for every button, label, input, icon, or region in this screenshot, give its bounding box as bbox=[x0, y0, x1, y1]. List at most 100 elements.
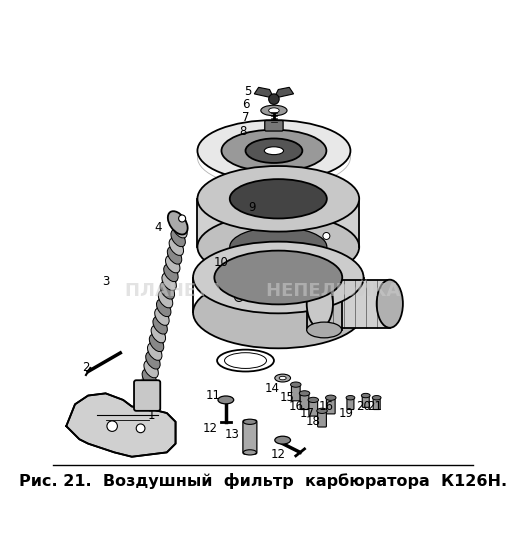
Text: 18: 18 bbox=[306, 415, 321, 428]
Text: 9: 9 bbox=[248, 201, 256, 214]
Text: 13: 13 bbox=[225, 428, 240, 441]
FancyBboxPatch shape bbox=[307, 293, 342, 330]
Ellipse shape bbox=[308, 397, 319, 402]
Circle shape bbox=[136, 424, 145, 433]
Ellipse shape bbox=[168, 211, 188, 235]
Ellipse shape bbox=[169, 238, 184, 255]
Ellipse shape bbox=[261, 105, 287, 116]
Ellipse shape bbox=[215, 251, 342, 304]
Text: 11: 11 bbox=[205, 389, 220, 402]
FancyBboxPatch shape bbox=[197, 199, 359, 247]
Ellipse shape bbox=[197, 214, 359, 280]
Ellipse shape bbox=[246, 139, 302, 163]
Circle shape bbox=[265, 293, 274, 301]
Ellipse shape bbox=[221, 130, 327, 171]
Text: 19: 19 bbox=[339, 406, 353, 420]
Ellipse shape bbox=[230, 227, 327, 266]
Ellipse shape bbox=[166, 256, 180, 273]
Circle shape bbox=[179, 215, 186, 222]
Text: 20: 20 bbox=[356, 400, 371, 413]
Text: 21: 21 bbox=[367, 400, 382, 413]
Polygon shape bbox=[274, 87, 294, 98]
Ellipse shape bbox=[155, 309, 169, 325]
Ellipse shape bbox=[218, 396, 234, 404]
Ellipse shape bbox=[299, 391, 310, 396]
Ellipse shape bbox=[146, 352, 160, 369]
Text: 8: 8 bbox=[240, 124, 247, 138]
Ellipse shape bbox=[372, 396, 381, 400]
Ellipse shape bbox=[230, 179, 327, 219]
FancyBboxPatch shape bbox=[318, 412, 327, 427]
Ellipse shape bbox=[326, 395, 336, 400]
Ellipse shape bbox=[317, 408, 327, 413]
Ellipse shape bbox=[244, 450, 257, 455]
FancyBboxPatch shape bbox=[347, 398, 354, 410]
Ellipse shape bbox=[275, 374, 290, 382]
Ellipse shape bbox=[164, 265, 178, 281]
Ellipse shape bbox=[162, 274, 176, 290]
Ellipse shape bbox=[157, 300, 171, 317]
Ellipse shape bbox=[193, 276, 363, 349]
Text: 4: 4 bbox=[154, 221, 162, 234]
Ellipse shape bbox=[167, 247, 182, 264]
Text: 12: 12 bbox=[271, 448, 286, 461]
FancyBboxPatch shape bbox=[291, 386, 300, 401]
Ellipse shape bbox=[307, 322, 342, 338]
Circle shape bbox=[235, 293, 244, 301]
Text: 12: 12 bbox=[203, 422, 218, 435]
FancyBboxPatch shape bbox=[243, 420, 257, 454]
Polygon shape bbox=[66, 393, 176, 457]
Circle shape bbox=[269, 94, 279, 104]
Ellipse shape bbox=[307, 280, 333, 328]
Text: Рис. 21.  Воздушный  фильтр  карбюратора  К126Н.: Рис. 21. Воздушный фильтр карбюратора К1… bbox=[19, 473, 507, 489]
Ellipse shape bbox=[142, 370, 157, 387]
FancyBboxPatch shape bbox=[300, 395, 309, 410]
FancyBboxPatch shape bbox=[320, 280, 390, 328]
Text: 17: 17 bbox=[299, 406, 314, 420]
Polygon shape bbox=[254, 87, 274, 98]
FancyBboxPatch shape bbox=[327, 399, 335, 414]
Ellipse shape bbox=[275, 436, 290, 444]
Ellipse shape bbox=[377, 280, 403, 328]
Text: 7: 7 bbox=[242, 112, 249, 124]
Ellipse shape bbox=[173, 221, 187, 238]
Ellipse shape bbox=[269, 108, 279, 113]
Text: 10: 10 bbox=[214, 256, 229, 269]
Ellipse shape bbox=[264, 147, 284, 155]
Text: 15: 15 bbox=[280, 391, 295, 404]
Text: 14: 14 bbox=[264, 382, 279, 396]
Ellipse shape bbox=[290, 382, 301, 387]
Text: 5: 5 bbox=[244, 85, 251, 98]
Circle shape bbox=[323, 233, 330, 239]
Ellipse shape bbox=[244, 419, 257, 425]
Ellipse shape bbox=[158, 291, 173, 308]
Ellipse shape bbox=[147, 344, 162, 360]
Text: 3: 3 bbox=[102, 275, 109, 289]
Ellipse shape bbox=[193, 241, 363, 314]
Text: 6: 6 bbox=[242, 98, 249, 112]
FancyBboxPatch shape bbox=[309, 401, 318, 416]
Text: ПЛАНЕТА       НЕПЕЛЮЙКА: ПЛАНЕТА НЕПЕЛЮЙКА bbox=[125, 281, 401, 300]
Text: 16: 16 bbox=[288, 400, 304, 413]
Ellipse shape bbox=[346, 396, 355, 400]
Circle shape bbox=[305, 293, 313, 301]
FancyBboxPatch shape bbox=[265, 120, 283, 131]
Ellipse shape bbox=[149, 335, 164, 352]
Ellipse shape bbox=[160, 282, 175, 299]
Text: 1: 1 bbox=[148, 408, 155, 422]
FancyBboxPatch shape bbox=[134, 380, 160, 411]
Ellipse shape bbox=[197, 166, 359, 231]
Ellipse shape bbox=[144, 361, 158, 378]
Ellipse shape bbox=[279, 376, 286, 380]
FancyBboxPatch shape bbox=[373, 398, 380, 410]
Text: 16: 16 bbox=[319, 400, 334, 413]
FancyBboxPatch shape bbox=[362, 396, 369, 407]
Text: 2: 2 bbox=[82, 361, 90, 374]
Ellipse shape bbox=[151, 326, 166, 343]
Ellipse shape bbox=[197, 120, 350, 181]
Circle shape bbox=[107, 421, 117, 431]
Ellipse shape bbox=[225, 352, 267, 369]
Ellipse shape bbox=[171, 230, 185, 246]
Ellipse shape bbox=[361, 393, 370, 398]
Ellipse shape bbox=[153, 317, 167, 334]
